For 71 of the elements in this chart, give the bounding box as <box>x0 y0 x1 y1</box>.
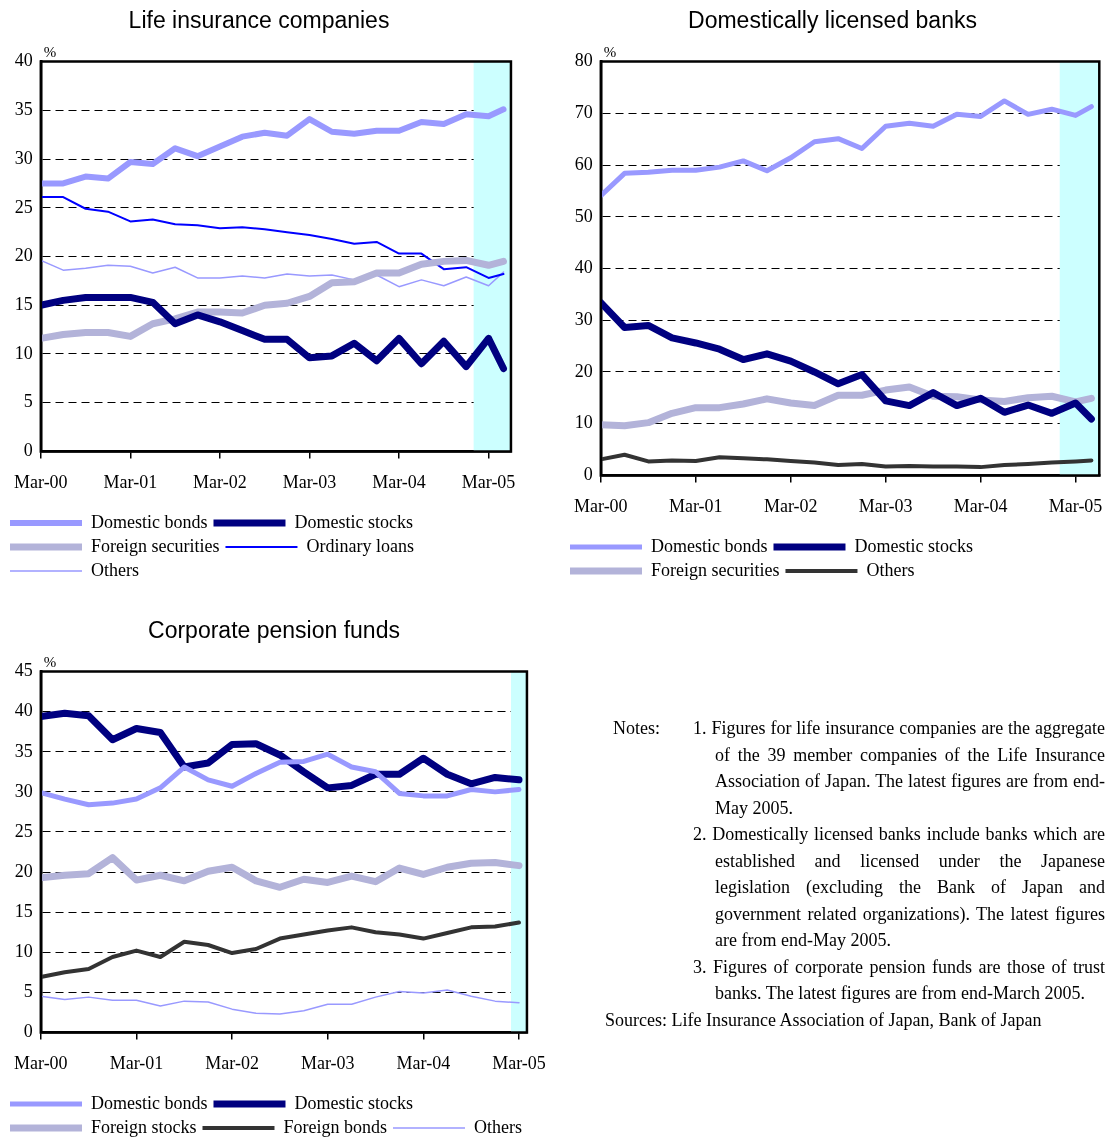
y-tick-label: 70 <box>574 102 593 123</box>
x-tick-label: Mar-02 <box>205 1052 259 1073</box>
y-tick-label: 0 <box>23 1021 33 1042</box>
legend-label: Others <box>474 1116 522 1137</box>
y-tick-label: 0 <box>23 440 33 461</box>
x-tick-label: Mar-00 <box>574 495 628 516</box>
x-tick-label: Mar-01 <box>109 1052 164 1073</box>
legend-label: Domestic stocks <box>294 511 413 532</box>
legend-label: Foreign stocks <box>91 1116 197 1137</box>
x-tick-label: Mar-02 <box>193 471 247 492</box>
y-tick-label: 30 <box>574 308 593 329</box>
y-tick-label: 10 <box>14 342 33 363</box>
y-axis-title: % <box>43 654 57 671</box>
x-tick-label: Mar-00 <box>14 1052 68 1073</box>
y-tick-label: 20 <box>14 245 33 266</box>
legend-label: Ordinary loans <box>306 535 414 556</box>
source-note: Sources: Life Insurance Association of Japan, Bank of Japan <box>605 1008 1043 1032</box>
y-tick-label: 5 <box>23 981 33 1002</box>
y-tick-label: 40 <box>574 257 593 278</box>
chart-title: Corporate pension funds <box>148 617 400 644</box>
x-tick-label: Mar-01 <box>103 471 158 492</box>
y-tick-label: 15 <box>14 900 33 921</box>
y-tick-label: 25 <box>14 820 33 841</box>
x-tick-label: Mar-00 <box>14 471 68 492</box>
y-tick-label: 35 <box>14 99 33 120</box>
y-tick-label: 10 <box>14 940 33 961</box>
x-tick-label: Mar-05 <box>492 1052 546 1073</box>
x-tick-label: Mar-04 <box>953 495 1008 516</box>
y-tick-label: 5 <box>23 391 33 412</box>
y-tick-label: 80 <box>574 50 593 71</box>
x-tick-label: Mar-05 <box>1048 495 1103 516</box>
legend-label: Domestic stocks <box>854 535 973 556</box>
legend-label: Others <box>91 559 139 580</box>
y-tick-label: 30 <box>14 780 33 801</box>
text: 3. Figures of corporate pension funds are those of trust banks. The latest figures are from end-March 2005. <box>693 955 1105 1005</box>
y-tick-label: 15 <box>14 293 33 314</box>
chart-title: Domestically licensed banks <box>688 7 977 34</box>
legend-label: Foreign securities <box>91 535 220 556</box>
legend-label: Others <box>866 559 915 580</box>
chart-title: Life insurance companies <box>128 7 390 34</box>
y-tick-label: 45 <box>14 660 33 681</box>
text: 2. Domestically licensed banks include banks which are established and licensed under the Japanese legislation (excluding the Bank of Japan and government related organizations). The latest figures are from end-May 2005. <box>693 823 1105 952</box>
y-tick-label: 25 <box>14 196 33 217</box>
x-tick-label: Mar-04 <box>396 1052 451 1073</box>
y-tick-label: 50 <box>574 205 593 226</box>
y-tick-label: 20 <box>574 360 593 381</box>
y-tick-label: 40 <box>14 700 33 721</box>
text: Notes: <box>613 717 660 740</box>
legend-label: Domestic bonds <box>651 535 768 556</box>
y-axis-title: % <box>43 44 57 61</box>
y-tick-label: 40 <box>14 50 33 71</box>
x-tick-label: Mar-03 <box>282 471 337 492</box>
legend-label: Domestic bonds <box>91 1092 208 1113</box>
legend-label: Domestic stocks <box>294 1092 413 1113</box>
x-tick-label: Mar-02 <box>763 495 818 516</box>
y-tick-label: 60 <box>574 153 593 174</box>
y-tick-label: 10 <box>574 412 593 433</box>
legend-label: Domestic bonds <box>91 511 208 532</box>
y-tick-label: 0 <box>583 464 593 485</box>
x-tick-label: Mar-01 <box>668 495 723 516</box>
y-tick-label: 35 <box>14 740 33 761</box>
y-tick-label: 20 <box>14 860 33 881</box>
x-tick-label: Mar-04 <box>372 471 426 492</box>
x-tick-label: Mar-05 <box>461 471 516 492</box>
legend-label: Foreign securities <box>651 559 780 580</box>
x-tick-label: Mar-03 <box>858 495 913 516</box>
y-axis-title: % <box>603 44 617 61</box>
legend-label: Foreign bonds <box>283 1116 387 1137</box>
y-tick-label: 30 <box>14 147 33 168</box>
text: 1. Figures for life insurance companies are the aggregate of the 39 member companies of the Life Insurance Association of Japan. The latest figures are from end-May 2005. <box>693 717 1105 820</box>
x-tick-label: Mar-03 <box>300 1052 355 1073</box>
